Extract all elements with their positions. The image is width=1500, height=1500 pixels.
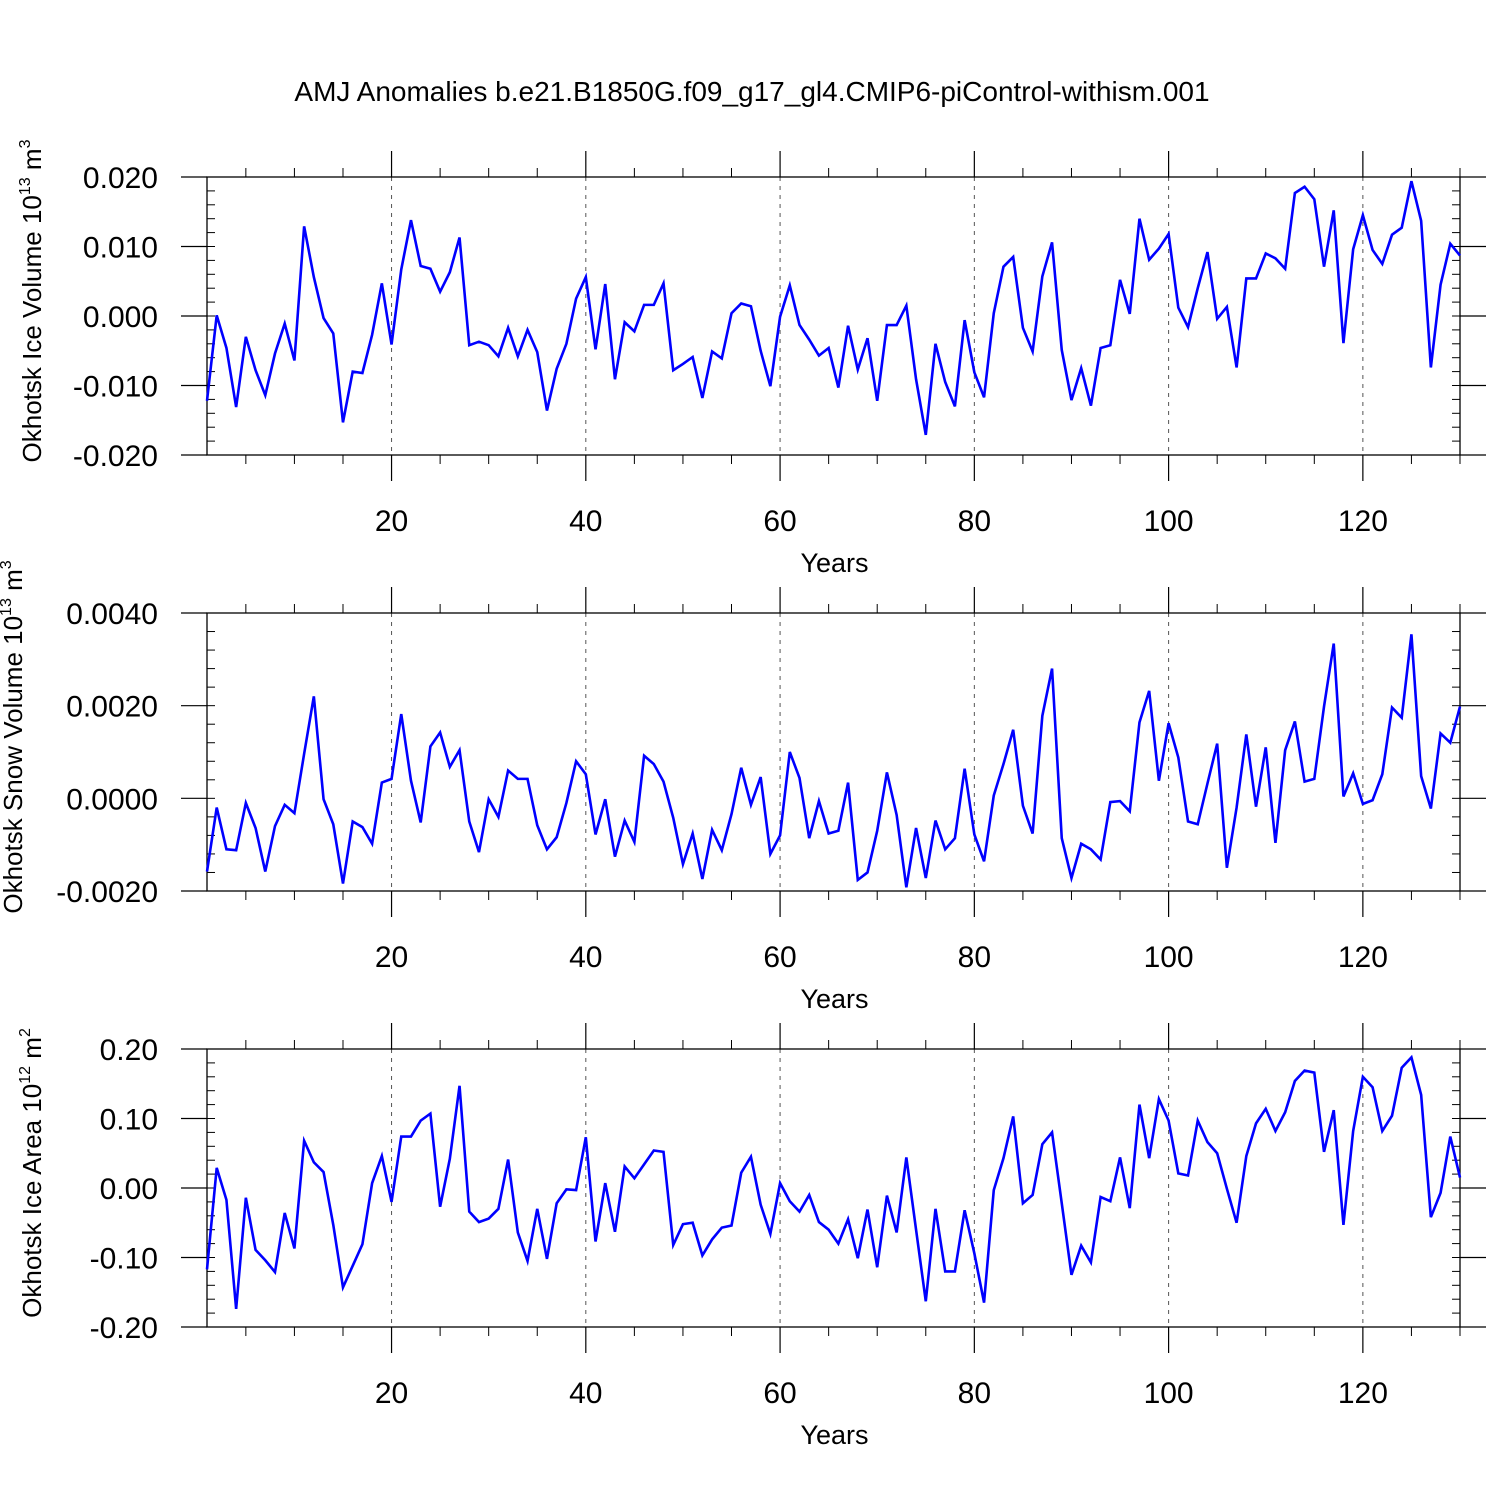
ice-volume-x-tick-label: 120	[1338, 505, 1388, 538]
ice-volume-x-tick-label: 80	[958, 505, 991, 538]
snow-volume-x-tick-label: 20	[375, 941, 408, 974]
ice-volume-x-axis-label: Years	[800, 548, 868, 578]
ice-volume-y-tick-label: 0.020	[83, 162, 158, 195]
snow-volume-series-line	[205, 634, 1462, 888]
ice-area-x-tick-label: 60	[763, 1377, 796, 1410]
ice-area-x-tick-label: 20	[375, 1377, 408, 1410]
snow-volume-y-tick-label: -0.0020	[56, 876, 158, 909]
ice-volume-y-tick-label: -0.020	[73, 440, 158, 473]
ice-volume-x-tick-label: 100	[1144, 505, 1194, 538]
snow-volume-y-tick-label: 0.0000	[66, 783, 158, 816]
ice-area-y-tick-label: 0.20	[100, 1034, 158, 1067]
ice-area-series-line	[205, 1054, 1462, 1310]
ice-volume-y-tick-label: -0.010	[73, 371, 158, 404]
ice-area-x-axis-label: Years	[800, 1420, 868, 1450]
ice-area-x-tick-label: 120	[1338, 1377, 1388, 1410]
ice-volume-y-axis-label: Okhotsk Ice Volume 1013 m3	[17, 139, 47, 462]
ice-volume-x-tick-label: 20	[375, 505, 408, 538]
snow-volume-x-tick-label: 40	[569, 941, 602, 974]
ice-area-x-tick-label: 100	[1144, 1377, 1194, 1410]
ice-volume-series-line	[205, 180, 1462, 436]
ice-volume-y-tick-label: 0.010	[83, 232, 158, 265]
ice-area-y-tick-label: -0.20	[90, 1312, 158, 1345]
plot-panel-ice-volume: 0.020 0.010 0.000 -0.010 -0.020 20 40 60 80 100 12…	[17, 139, 1486, 578]
snow-volume-x-tick-label: 80	[958, 941, 991, 974]
ice-area-y-tick-label: 0.10	[100, 1104, 158, 1137]
snow-volume-y-axis-label: Okhotsk Snow Volume 1013 m3	[0, 560, 28, 913]
ice-area-y-tick-label: -0.10	[90, 1243, 158, 1276]
snow-volume-x-tick-label: 100	[1144, 941, 1194, 974]
ice-area-y-tick-label: 0.00	[100, 1173, 158, 1206]
snow-volume-y-tick-label: 0.0020	[66, 691, 158, 724]
plot-panel-snow-volume: 0.0040 0.0020 0.0000 -0.0020 20 40 60 80 100 120 Y…	[0, 560, 1486, 1014]
plot-panel-ice-area: 0.20 0.10 0.00 -0.10 -0.20 20 40 60 80 100 120 Year…	[17, 1023, 1486, 1450]
ice-area-x-tick-label: 80	[958, 1377, 991, 1410]
ice-volume-y-tick-label: 0.000	[83, 301, 158, 334]
ice-volume-x-tick-label: 40	[569, 505, 602, 538]
ice-volume-plot-frame	[206, 176, 1461, 456]
ice-area-x-tick-label: 40	[569, 1377, 602, 1410]
snow-volume-plot-frame	[206, 612, 1461, 892]
ice-volume-x-tick-label: 60	[763, 505, 796, 538]
ice-area-y-axis-label: Okhotsk Ice Area 1012 m2	[17, 1028, 47, 1318]
chart-title: AMJ Anomalies b.e21.B1850G.f09_g17_gl4.C…	[294, 76, 1209, 107]
snow-volume-x-tick-label: 120	[1338, 941, 1388, 974]
snow-volume-y-tick-label: 0.0040	[66, 598, 158, 631]
snow-volume-x-axis-label: Years	[800, 984, 868, 1014]
ice-area-plot-frame	[206, 1048, 1461, 1328]
snow-volume-x-tick-label: 60	[763, 941, 796, 974]
